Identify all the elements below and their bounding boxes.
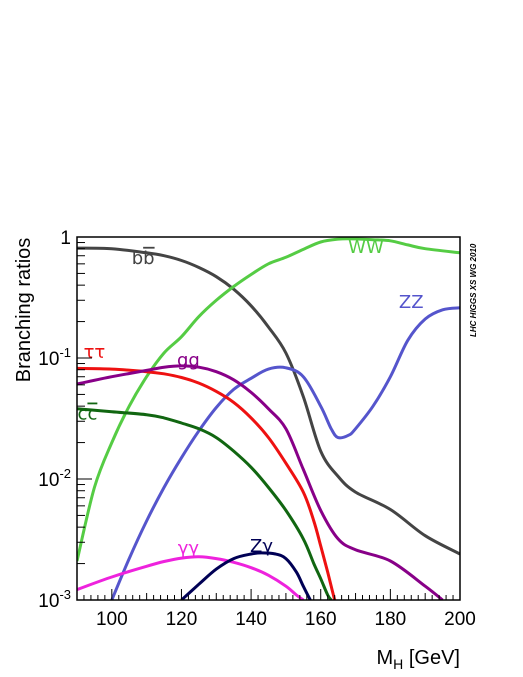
series-label-gammagamma: γγ (178, 538, 200, 559)
tick-labels-layer: 100 120 140 160 180 200 1 10-1 10-2 10-3 (38, 228, 476, 630)
x-tick-label: 120 (166, 609, 198, 630)
x-axis-title: MH [GeV] (377, 647, 461, 672)
series-label-gg: gg (177, 350, 200, 371)
series-label-ZZ: ZZ (399, 292, 424, 313)
series-line-Zgamma (180, 551, 312, 600)
series-label-bb: bb (132, 248, 155, 269)
series-line-cc (77, 407, 333, 600)
y-axis-title: Branching ratios (13, 238, 35, 383)
x-tick-label: 180 (375, 609, 407, 630)
series-line-bb (77, 246, 460, 556)
watermark: LHC HIGGS XS WG 2010 (469, 243, 478, 337)
series-line-gg (77, 364, 444, 600)
x-tick-label: 100 (96, 609, 128, 630)
x-tick-label: 140 (235, 609, 267, 630)
series-label-tautau: ττ (84, 342, 106, 363)
series-labels-layer: bb WW ZZ ττ gg cc γγ Zγ (78, 237, 424, 559)
series-line-gammagamma (77, 555, 305, 600)
x-tick-label: 200 (444, 609, 476, 630)
series-line-tautau (77, 366, 337, 600)
plot-frame (76, 236, 461, 601)
series-label-Zgamma: Zγ (250, 536, 273, 557)
tick-marks-layer (77, 242, 454, 600)
y-tick-label: 10-2 (38, 466, 71, 491)
y-tick-label: 10-1 (38, 345, 71, 370)
x-tick-label: 160 (305, 609, 337, 630)
series-line-WW (77, 237, 460, 562)
y-tick-label: 1 (60, 228, 71, 249)
series-label-cc: cc (78, 404, 98, 425)
curves-layer (77, 237, 460, 600)
series-line-ZZ (110, 306, 460, 600)
y-tick-label: 10-3 (38, 587, 71, 612)
series-label-WW: WW (348, 237, 384, 258)
